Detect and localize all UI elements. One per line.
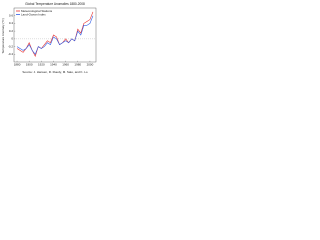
legend-label: Land-Ocean Index xyxy=(21,12,46,16)
y-tick-label: 0.6 xyxy=(9,14,14,18)
x-tick-label: 1960 xyxy=(62,62,69,66)
plot-frame xyxy=(13,7,97,63)
x-tick-label: 2000 xyxy=(87,62,94,66)
x-tick-label: 1920 xyxy=(38,62,45,66)
y-tick-label: -0.2 xyxy=(8,44,14,48)
x-tick-label: 1980 xyxy=(74,62,81,66)
caption: Source: J. Hansen, R. Ruedy, M. Sato, an… xyxy=(22,70,87,74)
series-line xyxy=(16,11,94,57)
x-tick-label: 1940 xyxy=(50,62,57,66)
y-tick-label: 0.4 xyxy=(9,21,14,25)
y-tick-label: 0 xyxy=(11,37,13,41)
y-tick-label: 0.2 xyxy=(9,29,14,33)
y-axis-label: Temperature Anomaly (°C) xyxy=(1,18,5,53)
x-tick-label: 1880 xyxy=(14,62,21,66)
y-tick-label: -0.4 xyxy=(8,52,14,56)
chart-title: Global Temperature Anomalies 1880-2008 xyxy=(25,2,85,6)
series-line xyxy=(16,15,94,55)
legend-label: Meteorological Stations xyxy=(21,9,53,13)
chart: Global Temperature Anomalies 1880-2008 T… xyxy=(0,0,100,78)
x-tick-label: 1900 xyxy=(26,62,33,66)
